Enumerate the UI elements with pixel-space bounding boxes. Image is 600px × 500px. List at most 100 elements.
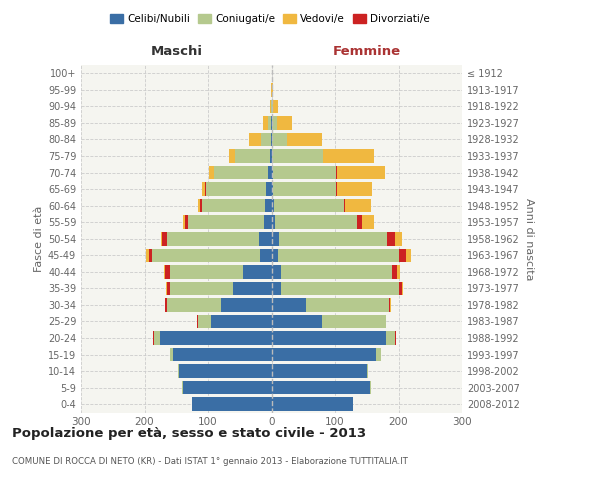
Bar — [170, 282, 233, 295]
Bar — [179, 364, 271, 378]
Bar — [152, 248, 260, 262]
Bar — [161, 232, 167, 245]
Bar — [281, 265, 392, 278]
Bar — [146, 248, 149, 262]
Bar — [397, 265, 400, 278]
Bar — [185, 216, 188, 229]
Bar — [264, 216, 271, 229]
Bar — [259, 232, 271, 245]
Bar — [167, 298, 221, 312]
Bar — [183, 216, 185, 229]
Bar — [206, 182, 266, 196]
Bar — [260, 248, 271, 262]
Bar — [336, 182, 337, 196]
Bar — [271, 166, 273, 179]
Bar — [398, 248, 406, 262]
Bar — [182, 381, 271, 394]
Bar — [287, 132, 322, 146]
Bar — [271, 116, 277, 130]
Bar — [202, 199, 265, 212]
Bar — [322, 314, 386, 328]
Bar — [362, 216, 374, 229]
Bar — [268, 166, 271, 179]
Bar — [271, 100, 273, 113]
Bar — [269, 100, 271, 113]
Bar — [274, 199, 344, 212]
Bar — [307, 298, 389, 312]
Bar — [281, 282, 398, 295]
Bar — [337, 166, 385, 179]
Bar — [271, 216, 275, 229]
Bar — [229, 149, 235, 163]
Bar — [173, 348, 271, 362]
Bar — [202, 182, 205, 196]
Bar — [271, 298, 307, 312]
Bar — [271, 182, 273, 196]
Bar — [271, 83, 274, 96]
Bar — [345, 199, 371, 212]
Bar — [344, 199, 345, 212]
Bar — [271, 149, 272, 163]
Bar — [323, 149, 374, 163]
Bar — [370, 381, 371, 394]
Bar — [165, 298, 166, 312]
Bar — [197, 314, 199, 328]
Bar — [188, 216, 264, 229]
Bar — [271, 248, 278, 262]
Bar — [262, 132, 271, 146]
Bar — [278, 248, 398, 262]
Bar — [205, 182, 206, 196]
Bar — [336, 166, 337, 179]
Bar — [211, 314, 271, 328]
Bar — [271, 265, 281, 278]
Bar — [271, 332, 386, 345]
Bar — [273, 182, 336, 196]
Bar — [272, 149, 323, 163]
Bar — [166, 282, 167, 295]
Bar — [277, 116, 292, 130]
Bar — [271, 282, 281, 295]
Bar — [398, 282, 401, 295]
Bar — [275, 216, 357, 229]
Bar — [233, 282, 271, 295]
Bar — [386, 332, 395, 345]
Bar — [192, 398, 271, 411]
Bar — [243, 265, 271, 278]
Bar — [170, 348, 173, 362]
Text: Popolazione per età, sesso e stato civile - 2013: Popolazione per età, sesso e stato civil… — [12, 428, 366, 440]
Text: COMUNE DI ROCCA DI NETO (KR) - Dati ISTAT 1° gennaio 2013 - Elaborazione TUTTITA: COMUNE DI ROCCA DI NETO (KR) - Dati ISTA… — [12, 458, 408, 466]
Bar — [389, 298, 390, 312]
Bar — [271, 348, 376, 362]
Bar — [235, 149, 270, 163]
Text: Maschi: Maschi — [150, 44, 202, 58]
Bar — [357, 216, 362, 229]
Bar — [392, 265, 397, 278]
Bar — [200, 199, 202, 212]
Bar — [214, 166, 268, 179]
Bar — [395, 232, 403, 245]
Bar — [271, 232, 279, 245]
Bar — [199, 199, 200, 212]
Bar — [265, 199, 271, 212]
Bar — [270, 149, 271, 163]
Bar — [149, 248, 152, 262]
Bar — [279, 232, 387, 245]
Bar — [164, 265, 165, 278]
Bar — [273, 100, 278, 113]
Bar — [337, 182, 372, 196]
Bar — [273, 166, 336, 179]
Bar — [268, 116, 271, 130]
Bar — [165, 265, 170, 278]
Bar — [387, 232, 395, 245]
Y-axis label: Fasce di età: Fasce di età — [34, 206, 44, 272]
Bar — [367, 364, 368, 378]
Bar — [154, 332, 160, 345]
Text: Femmine: Femmine — [332, 44, 401, 58]
Legend: Celibi/Nubili, Coniugati/e, Vedovi/e, Divorziati/e: Celibi/Nubili, Coniugati/e, Vedovi/e, Di… — [106, 10, 434, 29]
Bar — [271, 398, 353, 411]
Bar — [401, 282, 403, 295]
Bar — [263, 116, 268, 130]
Bar — [266, 182, 271, 196]
Bar — [160, 332, 271, 345]
Bar — [167, 282, 170, 295]
